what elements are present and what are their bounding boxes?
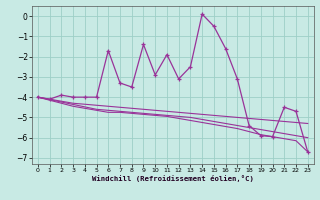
X-axis label: Windchill (Refroidissement éolien,°C): Windchill (Refroidissement éolien,°C) (92, 175, 254, 182)
